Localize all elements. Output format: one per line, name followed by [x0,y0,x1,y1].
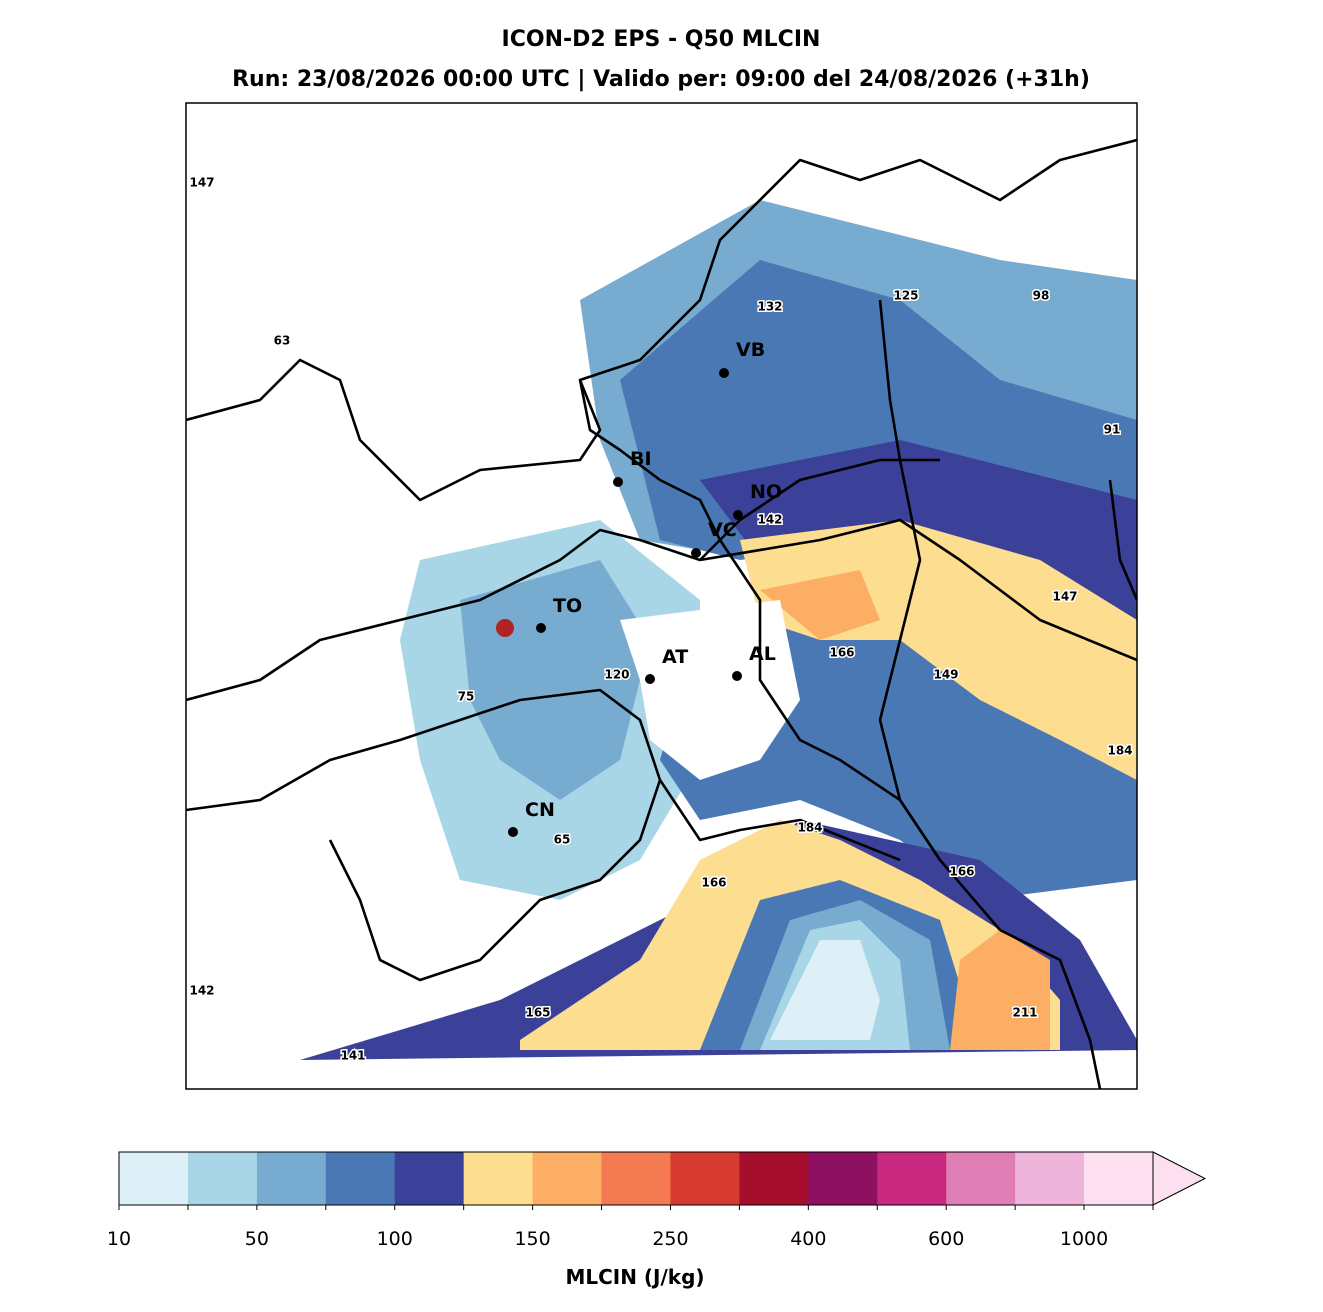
colorbar-segment [877,1152,947,1205]
contour-label: 141 [340,1049,365,1063]
contour-label: 132 [757,300,782,314]
contour-label: 125 [893,289,918,303]
colorbar-label: MLCIN (J/kg) [565,1265,704,1289]
contour-label: 165 [525,1006,550,1020]
contour-label: 184 [1107,744,1132,758]
contour-label: 147 [189,176,214,190]
contour-label: 142 [189,984,214,998]
city-label: AL [749,643,776,665]
colorbar-segment [532,1152,603,1205]
colorbar-tick-label: 600 [928,1228,964,1250]
colorbar-tick-label: 150 [514,1228,550,1250]
colorbar-segment [1015,1152,1085,1205]
colorbar-segment [394,1152,465,1205]
city-label: TO [553,595,582,617]
contour-label: 166 [701,876,726,890]
contour-label: 75 [458,690,475,704]
colorbar-segment [463,1152,534,1205]
contour-label: 120 [604,668,629,682]
colorbar-tick-label: 50 [245,1228,269,1250]
colorbar: 10 50 100 150 250 400 600 1000 [107,1151,1207,1250]
colorbar-segment [119,1152,189,1205]
colorbar-extend [1152,1151,1207,1206]
colorbar-tick-label: 400 [790,1228,826,1250]
colorbar-frame [118,1151,1154,1206]
colorbar-segment [601,1152,671,1205]
contour-label: 166 [829,646,854,660]
city-markers [496,368,743,837]
contour-label: 166 [949,865,974,879]
colorbar-segment [325,1152,396,1205]
contour-label: 65 [554,833,571,847]
colorbar-segment [187,1152,258,1205]
colorbar-segment [808,1152,878,1205]
colorbar-segment [256,1152,327,1205]
city-label: NO [750,481,782,503]
city-label: AT [662,646,688,668]
city-label: VB [736,339,765,361]
colorbar-tick-label: 100 [377,1228,413,1250]
map-frame [185,102,1138,1090]
contour-label: 184 [797,821,822,835]
contour-label: 91 [1104,423,1121,437]
contour-label: 149 [933,668,958,682]
field [300,200,1137,1060]
colorbar-tick-label: 10 [107,1228,131,1250]
colorbar-tick-label: 250 [652,1228,688,1250]
city-label: BI [630,448,652,470]
title: ICON-D2 EPS - Q50 MLCIN [502,27,821,52]
contour-label: 98 [1033,289,1050,303]
colorbar-segment [739,1152,809,1205]
colorbar-segment [946,1152,1016,1205]
contour-label: 142 [757,513,782,527]
subtitle: Run: 23/08/2026 00:00 UTC | Valido per: … [232,67,1090,92]
colorbar-segment [670,1152,740,1205]
contour-label: 63 [274,334,291,348]
city-label: CN [525,799,555,821]
colorbar-segment [1084,1152,1154,1205]
city-label: VC [708,519,737,541]
contour-labels: 147 63 132 125 98 91 142 147 166 149 120 75 184 184 65… [188,174,1134,1064]
contour-label: 147 [1052,590,1077,604]
colorbar-tick-label: 1000 [1060,1228,1108,1250]
contour-label: 211 [1012,1006,1037,1020]
